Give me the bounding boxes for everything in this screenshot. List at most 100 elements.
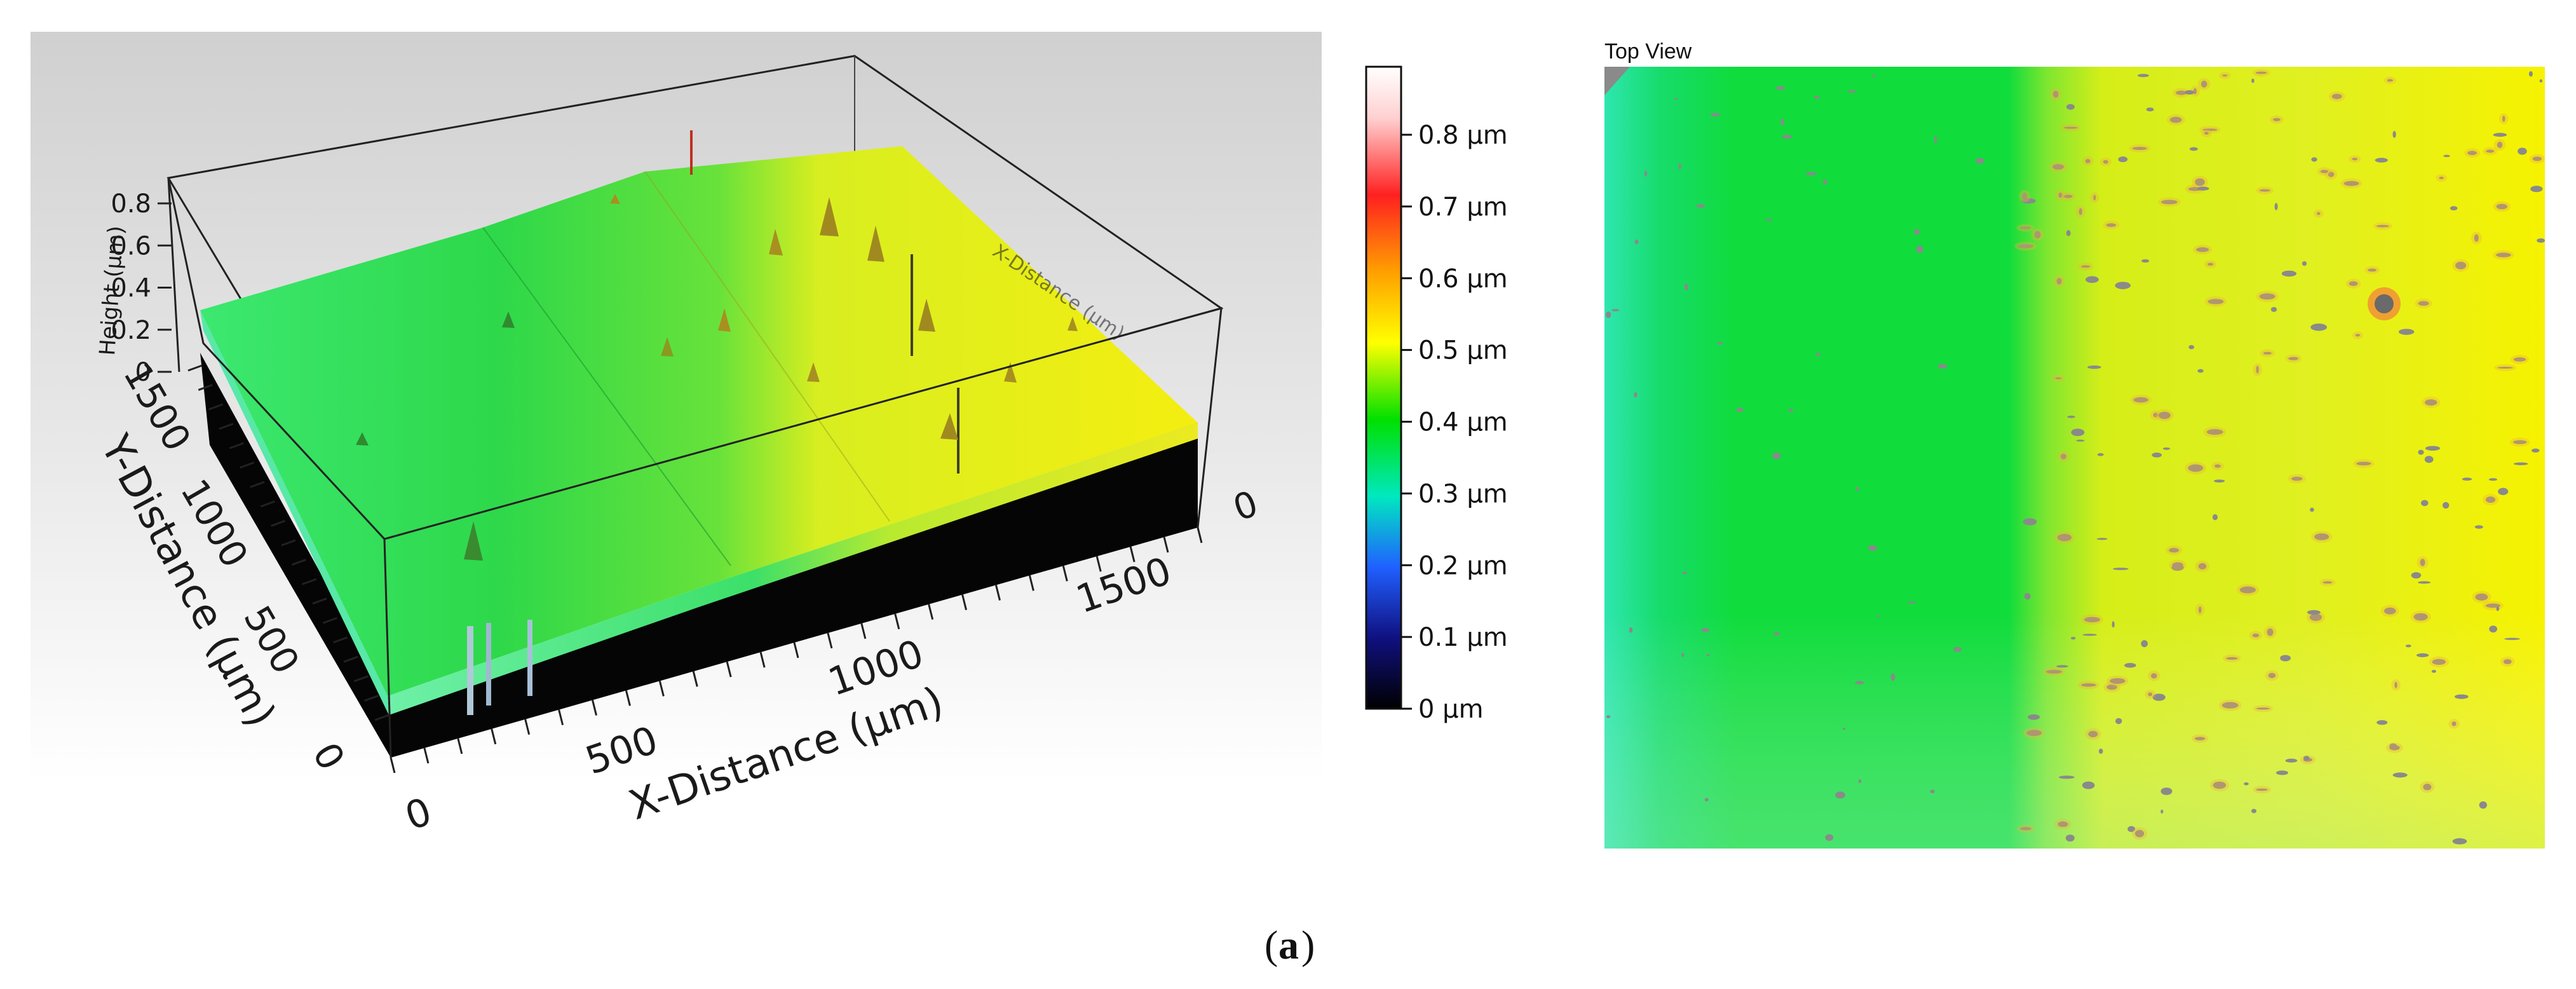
top-view-defect-halo	[2472, 590, 2491, 603]
top-view-defect	[2411, 572, 2422, 579]
top-view-defect	[2392, 131, 2396, 138]
top-view-defect	[2424, 456, 2434, 463]
top-view-defect	[1701, 628, 1710, 632]
bounding-box-edge	[167, 177, 180, 372]
colorbar: 0.8 µm 0.7 µm 0.6 µm 0.5 µm 0.4 µm 0.3 µm 0.2 …	[1365, 65, 1508, 724]
top-view-defect	[1644, 170, 1648, 177]
top-view-defect	[2115, 718, 2122, 725]
top-view-defect	[2251, 808, 2257, 814]
top-view-defect	[2474, 234, 2479, 242]
top-view-defect-halo	[2383, 76, 2397, 85]
x-minor-tick	[558, 709, 564, 725]
top-view-defect-halo	[2436, 174, 2447, 182]
x-minor-tick	[961, 594, 968, 610]
top-view-defect	[2057, 821, 2068, 828]
top-view-defect	[1937, 364, 1948, 369]
top-view-defect	[2349, 281, 2358, 286]
top-view-defect-halo	[2270, 115, 2284, 124]
x-minor-tick	[759, 651, 766, 668]
top-view-defect-halo	[2200, 129, 2212, 137]
top-view-defect	[2197, 369, 2204, 373]
top-view-defect	[2097, 453, 2104, 456]
top-view-defect	[2193, 88, 2197, 95]
top-view-defect	[2127, 826, 2136, 833]
top-view-defect	[2451, 721, 2457, 726]
y-minor-tick	[260, 500, 275, 508]
top-view-defect	[2317, 212, 2321, 215]
top-view-defect	[2276, 770, 2289, 775]
top-view-defect	[2310, 324, 2328, 331]
top-view-defect-halo	[2145, 690, 2156, 699]
top-view-defect-halo	[2166, 114, 2185, 126]
top-view-defect	[2059, 775, 2075, 779]
top-view-defect-halo	[2199, 126, 2221, 134]
top-view-defect	[2256, 365, 2259, 374]
top-view-defect	[2518, 147, 2527, 155]
top-view-defect	[2133, 397, 2148, 403]
colorbar-tick-label: 0.2 µm	[1418, 551, 1508, 580]
top-view-defect-halo	[2328, 91, 2345, 102]
x-minor-tick	[860, 623, 867, 639]
top-view-defect	[2113, 568, 2129, 570]
top-view-corner	[1604, 67, 1630, 95]
top-view-defect	[2195, 178, 2205, 186]
top-view-defect-halo	[2031, 228, 2044, 242]
top-view-defect	[2420, 500, 2429, 507]
y-minor-tick	[343, 655, 358, 663]
top-view-defect	[1806, 172, 1817, 175]
top-view-defect	[2204, 132, 2209, 135]
y-minor-tick	[198, 384, 213, 391]
top-view-defect	[2455, 261, 2467, 269]
top-view-defect	[2496, 252, 2511, 257]
top-view-defect	[2259, 189, 2270, 192]
top-view-defect-halo	[2166, 545, 2183, 556]
top-view-defect	[1872, 74, 1875, 78]
top-view-defect	[2328, 172, 2335, 177]
top-view-defect-halo	[2417, 556, 2429, 569]
top-view-defect-halo	[2195, 604, 2205, 617]
top-view-defect-halo	[2452, 259, 2470, 272]
x-minor-tick	[390, 757, 396, 774]
y-minor-tick	[302, 578, 317, 585]
top-view-defect	[2134, 829, 2145, 838]
top-view-defect	[2314, 533, 2329, 540]
top-view-defect	[2024, 592, 2031, 600]
top-view-defect	[1816, 353, 1821, 357]
top-view-defect	[2172, 562, 2183, 568]
top-view-defect	[2207, 299, 2224, 304]
top-view-defect	[1681, 653, 1685, 657]
top-view-defect	[2056, 278, 2062, 285]
surface-grid-line	[644, 171, 890, 522]
top-view-defect	[2058, 192, 2063, 198]
top-view-defect	[2161, 200, 2178, 205]
top-view-defect-halo	[2314, 209, 2324, 218]
top-view-defect	[2213, 781, 2227, 789]
top-view-defect-halo	[2219, 72, 2231, 79]
top-view-defect-halo	[2060, 124, 2082, 132]
top-view-defect	[2489, 625, 2497, 633]
top-view-defect	[2452, 838, 2467, 845]
colorbar-tick-label: 0.4 µm	[1418, 408, 1508, 437]
top-view-defect	[1976, 158, 1985, 164]
sample-base	[200, 353, 1198, 758]
top-view-defect-halo	[2253, 786, 2271, 794]
top-view-defect	[2066, 230, 2071, 236]
y-minor-tick	[312, 597, 327, 605]
top-view-defect	[2052, 90, 2059, 98]
top-view-defect	[2096, 538, 2108, 540]
top-view-defect-halo	[2422, 397, 2441, 409]
top-view-defect	[2239, 586, 2256, 594]
top-view-defect	[2084, 617, 2101, 623]
top-view-defect	[2207, 263, 2214, 266]
top-view-defect	[2056, 665, 2068, 668]
top-view-defect	[2088, 730, 2098, 738]
top-view-defect	[2060, 453, 2066, 460]
top-view-defect-halo	[2352, 331, 2364, 339]
top-view-defect	[2418, 581, 2431, 584]
top-view-defect-halo	[2211, 461, 2224, 471]
top-view-defect	[2197, 186, 2209, 191]
top-view-defect-halo	[2381, 604, 2399, 617]
top-view-defect	[2078, 208, 2082, 215]
top-view-defect	[2198, 563, 2207, 570]
